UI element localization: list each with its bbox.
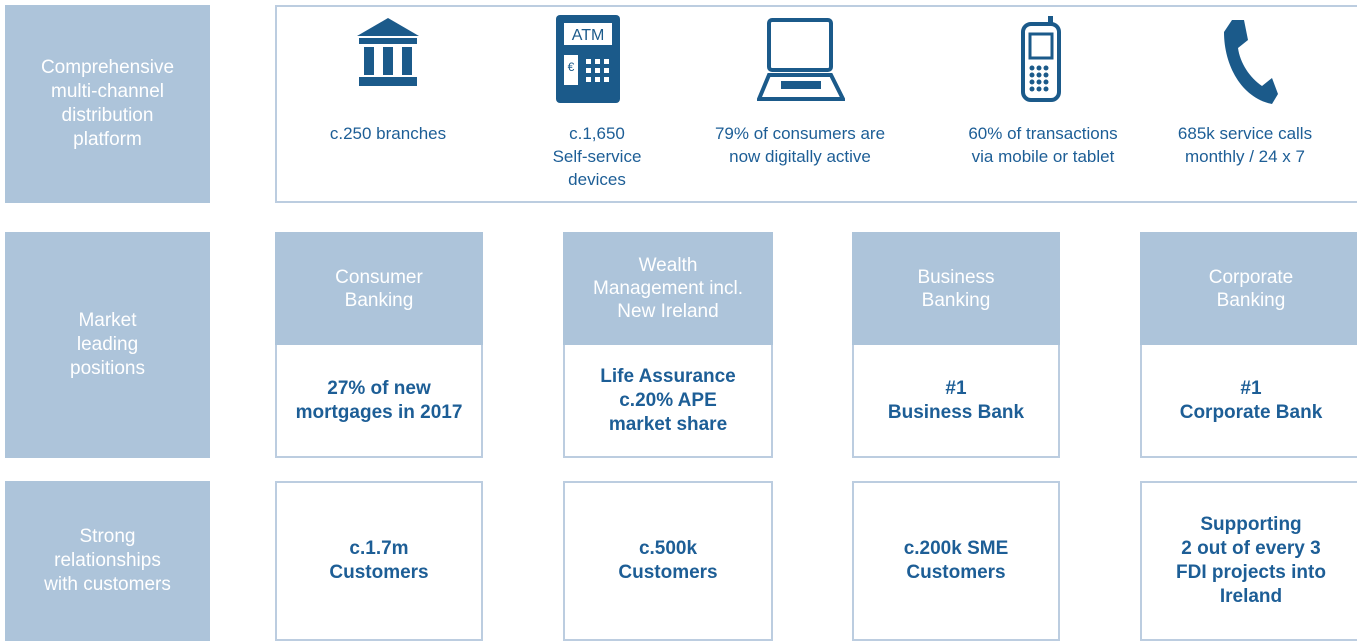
segment-card: #1 Corporate Bank: [1140, 345, 1357, 458]
segment-card: #1 Business Bank: [852, 345, 1060, 458]
channel-text: 685k service calls monthly / 24 x 7: [1130, 122, 1357, 168]
segment-header: Business Banking: [852, 232, 1060, 345]
segment-name-line: Banking: [921, 289, 991, 311]
channel-line: monthly / 24 x 7: [1184, 147, 1305, 166]
segment-header: Consumer Banking: [275, 232, 483, 345]
label-line: relationships: [54, 550, 161, 571]
channel-text: 79% of consumers are now digitally active: [685, 122, 915, 168]
row-label: Market leading positions: [5, 232, 210, 458]
label-line: positions: [70, 358, 145, 379]
channel-text: c.250 branches: [273, 122, 503, 145]
highlight-line: c.20% APE: [619, 389, 717, 411]
segment-name-line: Consumer: [335, 266, 423, 288]
bank-icon: [357, 18, 419, 86]
channel-line: now digitally active: [729, 147, 871, 166]
channel-text: 60% of transactions via mobile or tablet: [928, 122, 1158, 168]
channel-line: 60% of transactions: [968, 124, 1118, 143]
customer-card: c.1.7m Customers: [275, 481, 483, 641]
channel-frame: [275, 5, 1357, 203]
label-line: Strong: [79, 526, 136, 547]
segment-header: Corporate Banking: [1140, 232, 1357, 345]
highlight-line: #1: [1240, 377, 1262, 399]
label-line: leading: [76, 334, 139, 355]
channel-line: c.1,650: [569, 124, 625, 143]
segment-card: 27% of new mortgages in 2017: [275, 345, 483, 458]
segment-name-line: Wealth: [638, 255, 698, 276]
label-line: distribution: [61, 105, 154, 126]
customer-line: 2 out of every 3: [1181, 538, 1321, 559]
segment-name-line: New Ireland: [617, 301, 719, 322]
label-line: Comprehensive: [40, 57, 175, 78]
label-line: platform: [73, 129, 142, 150]
customer-line: Customers: [618, 562, 718, 583]
customer-line: Customers: [906, 562, 1006, 583]
customer-line: Supporting: [1200, 514, 1302, 535]
atm-label: ATM: [572, 27, 605, 44]
channel-line: Self-service: [552, 147, 642, 166]
highlight-line: Life Assurance: [600, 365, 736, 387]
label-line: with customers: [44, 574, 171, 595]
channel-line: devices: [568, 170, 626, 189]
segment-name-line: Business: [917, 266, 995, 288]
label-line: multi-channel: [51, 81, 164, 102]
label-line: Market: [78, 310, 137, 331]
customer-card: c.200k SME Customers: [852, 481, 1060, 641]
channel-line: c.250 branches: [329, 124, 447, 143]
atm-currency: €: [568, 60, 575, 74]
segment-name-line: Management incl.: [593, 278, 743, 299]
phone-icon: [1021, 16, 1061, 102]
laptop-icon: [757, 18, 845, 101]
channel-line: 79% of consumers are: [714, 124, 886, 143]
highlight-line: Corporate Bank: [1179, 401, 1323, 423]
customer-line: Customers: [329, 562, 429, 583]
atm-icon: ATM €: [556, 15, 620, 103]
customer-line: FDI projects into: [1176, 562, 1326, 583]
customer-card: Supporting 2 out of every 3 FDI projects i…: [1140, 481, 1357, 641]
row-label: Comprehensive multi-channel distribution pl…: [5, 5, 210, 203]
highlight-line: market share: [608, 413, 728, 435]
segment-name-line: Corporate: [1208, 266, 1294, 288]
customer-line: c.200k SME: [903, 538, 1009, 559]
customer-card: c.500k Customers: [563, 481, 773, 641]
channel-text: c.1,650 Self-service devices: [482, 122, 712, 191]
customer-line: c.1.7m: [349, 538, 409, 559]
segment-card: Life Assurance c.20% APE market share: [563, 345, 773, 458]
highlight-line: 27% of new: [327, 377, 431, 399]
channel-line: 685k service calls: [1177, 124, 1313, 143]
segment-header: Wealth Management incl. New Ireland: [563, 232, 773, 345]
highlight-line: #1: [945, 377, 967, 399]
segment-name-line: Banking: [1216, 289, 1286, 311]
channel-line: via mobile or tablet: [971, 147, 1115, 166]
customer-line: Ireland: [1219, 586, 1283, 607]
handset-icon: [1224, 20, 1278, 104]
highlight-line: Business Bank: [887, 401, 1025, 423]
segment-name-line: Banking: [344, 289, 414, 311]
highlight-line: mortgages in 2017: [295, 401, 463, 423]
row-label: Strong relationships with customers: [5, 481, 210, 641]
customer-line: c.500k: [638, 538, 698, 559]
